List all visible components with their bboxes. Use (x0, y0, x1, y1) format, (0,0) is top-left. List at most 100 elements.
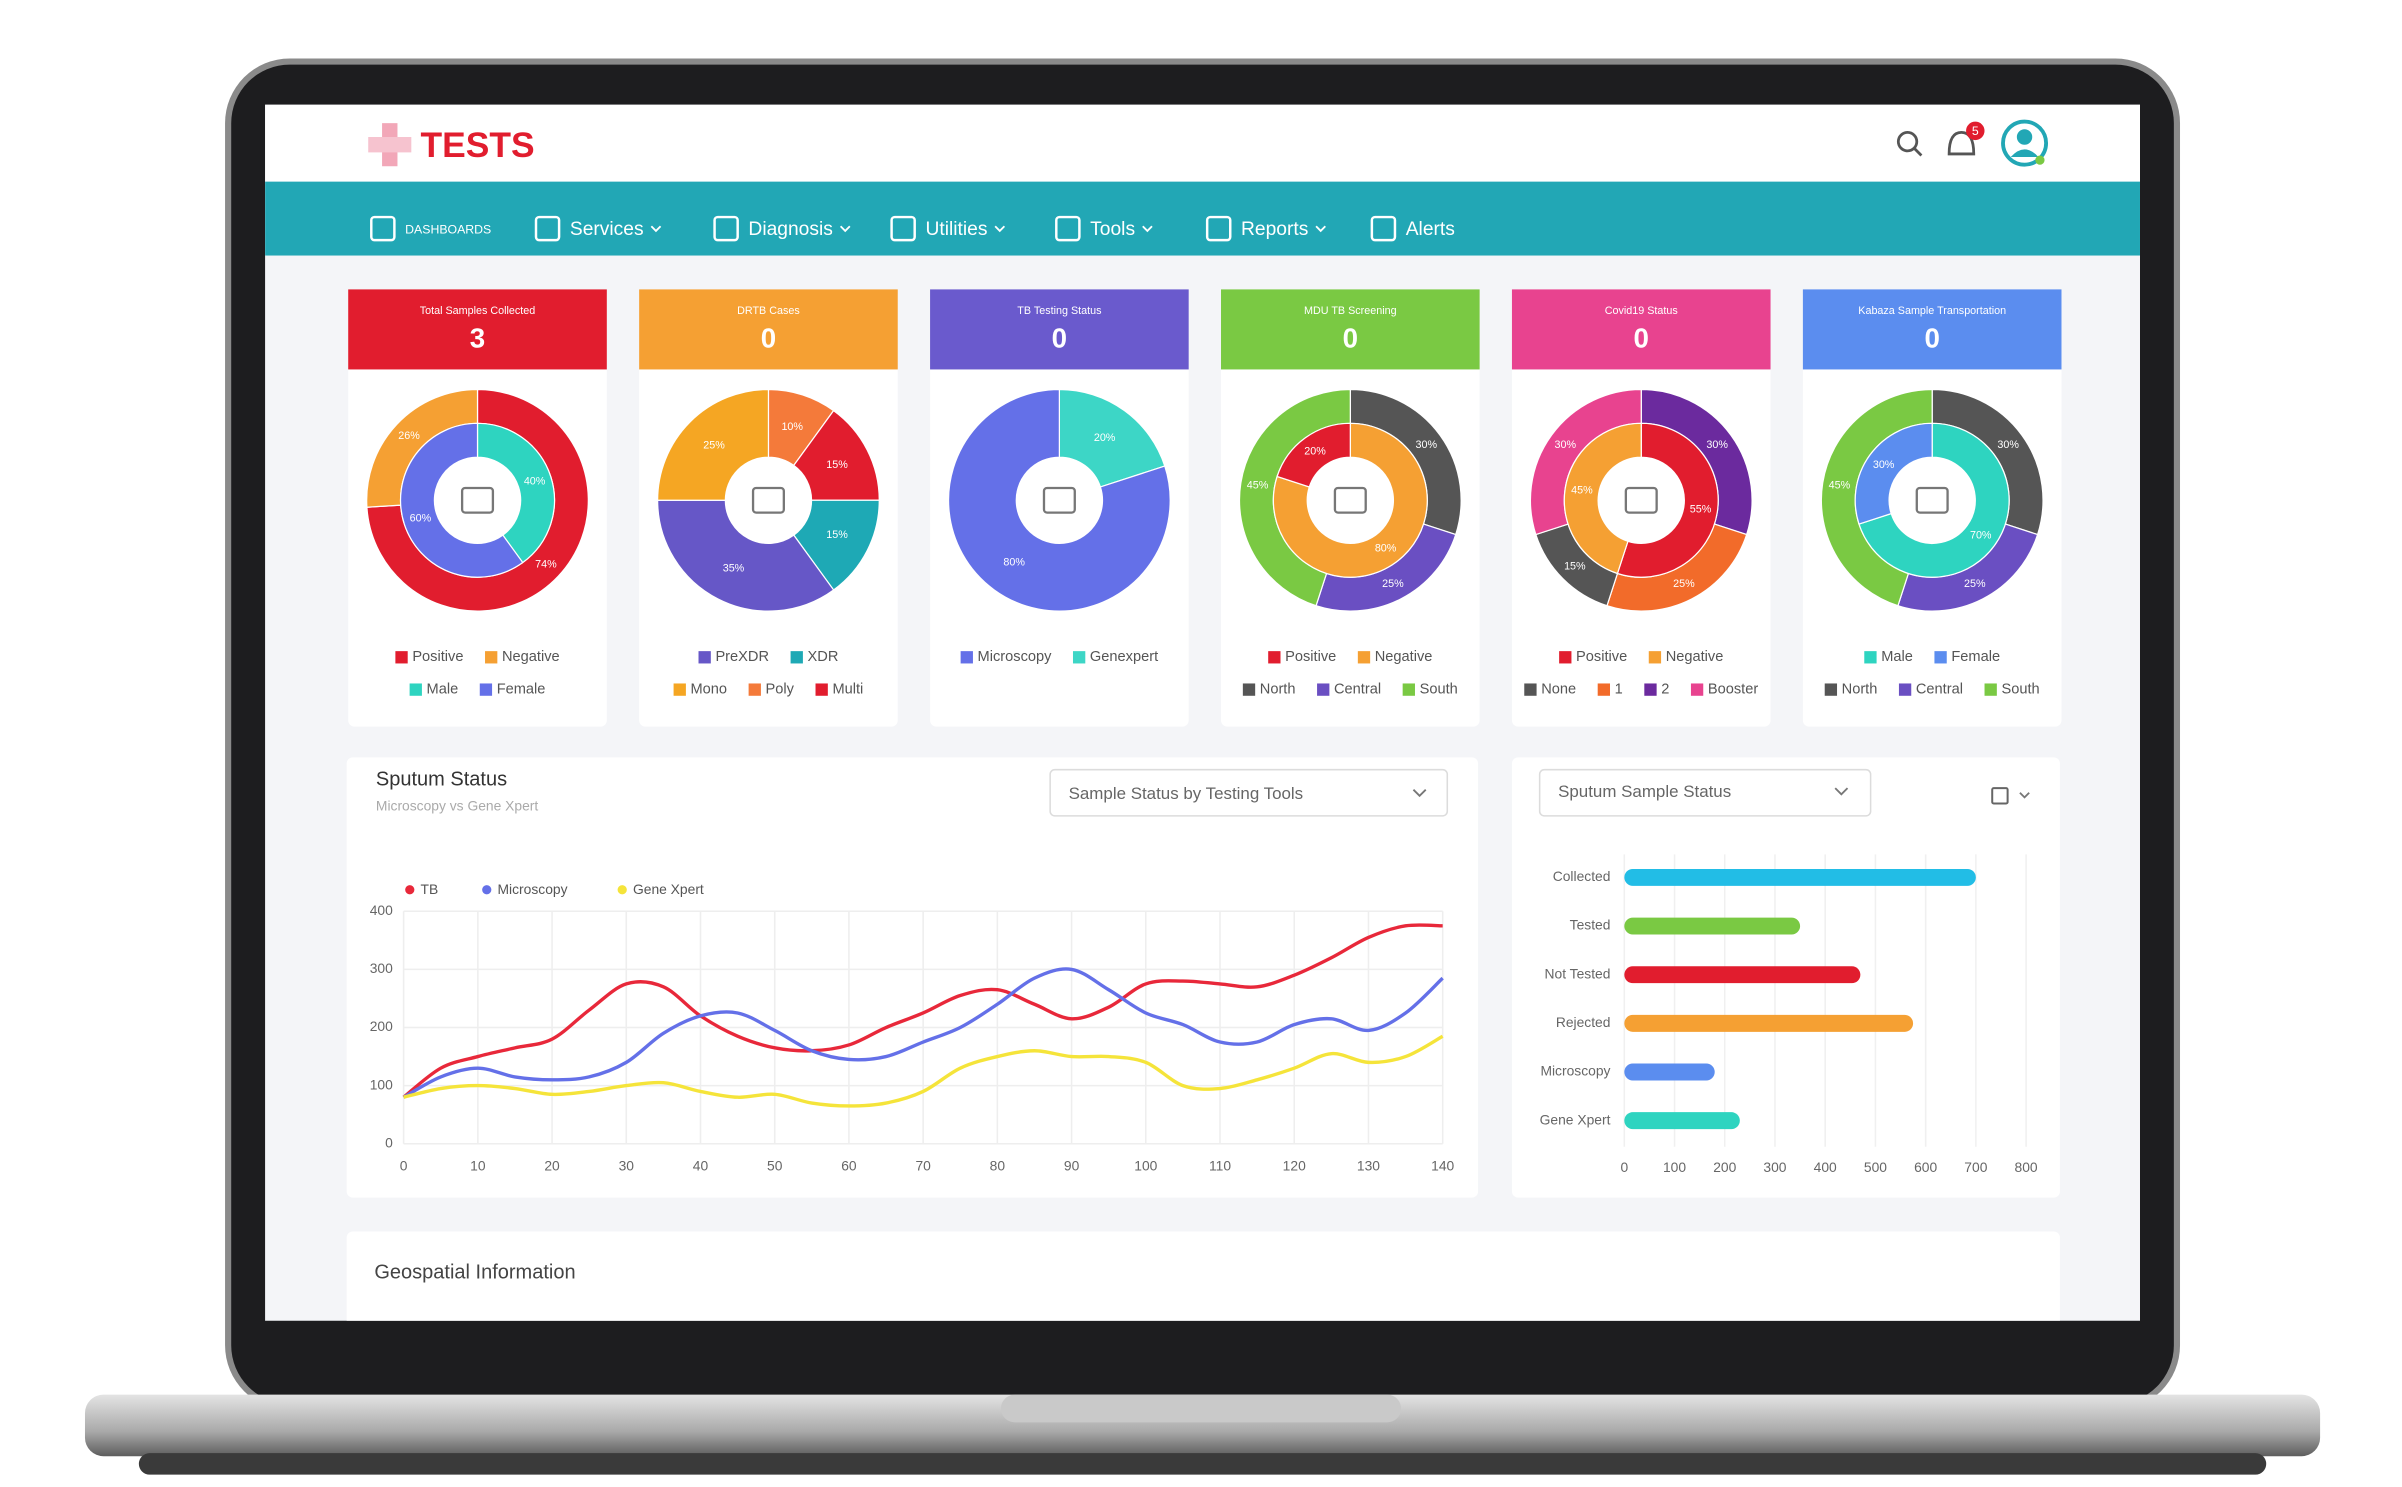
nav-item[interactable]: Diagnosis (713, 215, 851, 242)
nav-item[interactable]: DASHBOARDS (370, 215, 491, 242)
logo-text: TESTS (421, 125, 535, 165)
card-title: Kabaza Sample Transportation (1858, 305, 2006, 317)
legend-swatch (395, 651, 408, 664)
x-tick-label: 500 (1864, 1159, 1887, 1175)
legend-dot (482, 885, 492, 895)
card-title: DRTB Cases (737, 305, 800, 317)
geospatial-title: Geospatial Information (374, 1261, 575, 1283)
nav-chevron (650, 225, 662, 233)
donut-label: 25% (1382, 578, 1404, 590)
x-tick-label: 120 (1283, 1157, 1306, 1173)
legend-swatch (1984, 683, 1997, 696)
donut-label: 30% (1706, 439, 1728, 451)
nav-chevron (839, 225, 851, 233)
y-tick-label: 200 (370, 1018, 393, 1034)
legend-label: 2 (1661, 681, 1669, 697)
donut-label: 35% (723, 563, 745, 575)
bell-body (1947, 130, 1976, 156)
bar (1624, 868, 1976, 886)
x-tick-label: 140 (1431, 1157, 1454, 1173)
legend-label: Negative (1666, 649, 1724, 665)
donut-label: 45% (1247, 479, 1269, 491)
card-count: 0 (1052, 323, 1067, 354)
legend-label: Poly (766, 681, 795, 697)
stat-card: Kabaza Sample Transportation 0 30% 25% 45% 70… (1802, 289, 2062, 727)
stat-card: TB Testing Status 0 20% 80% Microscopy Genexp… (930, 289, 1189, 727)
donut-icon (751, 486, 785, 514)
donut-segment (1276, 422, 1351, 488)
card-count: 0 (761, 323, 776, 354)
x-tick-label: 30 (619, 1157, 635, 1173)
donut-center (728, 460, 809, 541)
legend-label: XDR (808, 649, 839, 665)
legend-swatch (1898, 683, 1912, 696)
card-header (639, 289, 898, 370)
stat-card: Covid19 Status 0 30% 25% 15% 30% 55% 45% Positiv… (1511, 289, 1771, 727)
x-tick-label: 0 (400, 1157, 408, 1173)
search-icon[interactable] (1896, 130, 1923, 157)
legend-swatch (1524, 683, 1537, 696)
card-header (348, 289, 607, 370)
x-tick-label: 100 (1134, 1157, 1157, 1173)
donut-label: 60% (410, 513, 432, 525)
legend-label: North (1842, 681, 1878, 697)
card-title: Covid19 Status (1605, 305, 1678, 317)
legend-label: Male (427, 681, 459, 697)
donut-center (1019, 460, 1100, 541)
donut-segment (399, 422, 524, 578)
legend-swatch (698, 651, 711, 664)
card-count: 0 (1634, 323, 1649, 354)
legend-swatch (1072, 651, 1086, 664)
donut-center (1310, 460, 1391, 541)
donut-label: 15% (1564, 561, 1586, 573)
legend-swatch (748, 683, 761, 696)
donut-segment (1563, 422, 1642, 575)
stat-card: MDU TB Screening 0 30% 25% 45% 80% 20% Positive… (1221, 289, 1480, 727)
sample-status-dropdown-label: Sputum Sample Status (1558, 782, 1731, 801)
donut-segment (656, 499, 835, 612)
calendar-button[interactable] (1991, 787, 2030, 805)
legend-label: Positive (412, 649, 463, 665)
y-tick-label: 100 (370, 1076, 393, 1092)
avatar[interactable] (2001, 119, 2049, 167)
nav-item[interactable]: Tools (1055, 215, 1153, 242)
dropdown-chevron (1834, 787, 1849, 796)
card-count: 0 (1924, 323, 1939, 354)
nav-icon (1205, 215, 1232, 242)
donut-label: 15% (826, 529, 848, 541)
calendar-chevron (2019, 792, 2030, 799)
nav-item[interactable]: Reports (1205, 215, 1326, 242)
nav-item[interactable]: Alerts (1370, 215, 1455, 242)
nav-item[interactable]: Utilities (890, 215, 1006, 242)
search-lens (1896, 130, 1919, 153)
donut-label: 30% (1873, 459, 1895, 471)
legend-label: South (1420, 681, 1458, 697)
donut-label: 25% (1964, 578, 1986, 590)
legend-swatch (1824, 683, 1838, 696)
donut-segment (1272, 422, 1428, 578)
nav-item[interactable]: Services (534, 215, 662, 242)
stat-card: DRTB Cases 0 10% 15% 15% 35% 25% PreXDR XDR Mono P… (639, 289, 898, 727)
geospatial-panel (346, 1231, 2060, 1321)
legend-swatch (1242, 683, 1256, 696)
legend-swatch (409, 683, 422, 696)
legend-label: None (1541, 681, 1576, 697)
legend-label: Positive (1285, 649, 1336, 665)
sputum-dropdown[interactable] (1049, 768, 1449, 817)
search-handle (1912, 146, 1923, 157)
card-title: TB Testing Status (1017, 305, 1101, 317)
sample-status-dropdown[interactable] (1538, 768, 1872, 817)
donut-segment (947, 388, 1171, 612)
bar (1624, 1112, 1740, 1130)
nav-icon (370, 215, 396, 242)
bell-icon[interactable]: 5 (1947, 121, 1985, 156)
nav-chevron (1315, 225, 1326, 233)
donut-label: 55% (1690, 504, 1712, 516)
notification-count: 5 (1972, 124, 1979, 138)
dropdown-chevron (1412, 789, 1427, 798)
legend-label: Booster (1708, 681, 1758, 697)
legend-label: PreXDR (715, 649, 769, 665)
x-tick-label: 10 (470, 1157, 486, 1173)
